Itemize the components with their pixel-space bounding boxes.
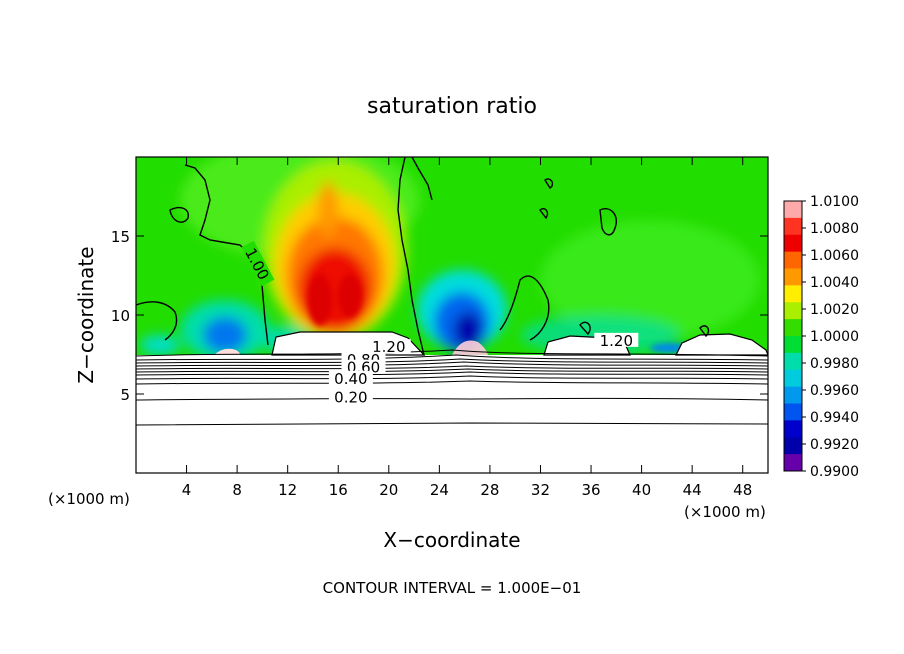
colorbar-segment	[784, 285, 802, 303]
x-tick-label: 24	[430, 481, 449, 499]
colorbar-segment	[784, 319, 802, 337]
colorbar-label: 1.0000	[810, 329, 859, 345]
x-tick-label: 8	[232, 481, 242, 499]
x-axis: 4 8 12 16 20 24 28 32 36 40 44 48	[182, 157, 752, 499]
field-teal	[140, 335, 180, 355]
y-axis: 5 10 15	[111, 228, 768, 404]
cloud-patch	[214, 348, 240, 355]
colorbar-segment	[784, 403, 802, 421]
contour-label: 0.20	[334, 389, 367, 407]
field-darkblue	[454, 312, 482, 348]
colorbar-label: 0.9940	[810, 410, 859, 426]
colorbar-label: 0.9900	[810, 464, 859, 480]
colorbar-label: 1.0100	[810, 194, 859, 210]
plot-area: 1.200.800.600.400.201.001.20	[136, 157, 768, 473]
x-tick-label: 12	[278, 481, 297, 499]
colorbar-label: 1.0020	[810, 302, 859, 318]
contour-label-bg	[241, 240, 275, 287]
field-orange	[318, 182, 338, 238]
x-axis-label: X−coordinate	[383, 528, 520, 552]
colorbar-label: 0.9920	[810, 437, 859, 453]
colorbar-segment	[784, 369, 802, 388]
field-blue	[203, 317, 247, 353]
colorbar-label: 1.0080	[810, 221, 859, 237]
x-tick-label: 32	[531, 481, 550, 499]
y-tick-label: 15	[111, 228, 130, 246]
contour-label-bg	[328, 389, 373, 404]
colorbar-label: 0.9960	[810, 383, 859, 399]
contour-interval: CONTOUR INTERVAL = 1.000E−01	[323, 579, 582, 597]
colorbar-segment	[784, 251, 802, 269]
y-tick-label: 5	[120, 386, 130, 404]
colorbar-segment	[784, 420, 802, 438]
colorbar-label: 0.9980	[810, 356, 859, 372]
contour-label: 0.40	[334, 370, 367, 388]
chart-title: saturation ratio	[367, 94, 537, 119]
contour-label: 1.20	[372, 338, 405, 356]
x-tick-label: 48	[733, 481, 752, 499]
contour-label: 1.20	[600, 332, 633, 350]
colorbar: 1.0100 1.0080 1.0060 1.0040 1.0020 1.0000 0.99…	[783, 194, 859, 480]
x-unit-right: (×1000 m)	[684, 503, 766, 521]
colorbar-segment	[784, 234, 802, 253]
x-tick-label: 36	[581, 481, 600, 499]
x-tick-label: 16	[329, 481, 348, 499]
contour-label-bg	[594, 332, 639, 347]
colorbar-segment	[784, 217, 802, 236]
y-axis-label: Z−coordinate	[74, 246, 98, 383]
x-tick-label: 28	[480, 481, 499, 499]
x-unit-left: (×1000 m)	[48, 490, 130, 508]
colorbar-segment	[784, 454, 802, 472]
contour-label-bg	[328, 370, 373, 385]
x-tick-label: 44	[683, 481, 702, 499]
colorbar-segment	[784, 302, 802, 320]
x-tick-label: 20	[379, 481, 398, 499]
contour-label-bg	[341, 359, 386, 374]
colorbar-segment	[784, 336, 802, 354]
x-tick-label: 40	[632, 481, 651, 499]
colorbar-label: 1.0040	[810, 275, 859, 291]
colorbar-segment	[784, 201, 802, 219]
colorbar-segment	[784, 437, 802, 455]
colorbar-segment	[784, 268, 802, 286]
stable-contours	[136, 349, 768, 426]
field-red	[308, 274, 332, 326]
field-red	[338, 274, 362, 318]
y-tick-label: 10	[111, 307, 130, 325]
x-tick-label: 4	[182, 481, 192, 499]
colorbar-segment	[784, 352, 802, 371]
contour-label-bg	[366, 339, 411, 354]
colorbar-label: 1.0060	[810, 248, 859, 264]
field-light-green	[540, 220, 760, 340]
colorbar-segment	[784, 386, 802, 404]
